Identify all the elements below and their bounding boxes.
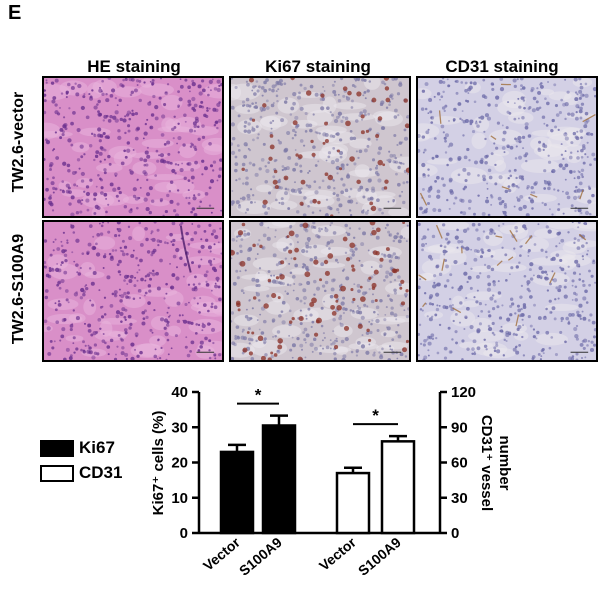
column-title-cd31: CD31 staining: [445, 57, 559, 76]
legend-swatch-ki67: [40, 440, 74, 458]
left-axis-label: Ki67⁺ cells (%): [150, 411, 167, 516]
x-tick-label: S100A9: [355, 534, 404, 579]
right-axis-label-line2: number: [496, 435, 513, 490]
micrograph-cd31-vector: [416, 76, 598, 218]
right-axis-tick-label: 60: [451, 455, 468, 472]
error-bar: [270, 414, 288, 426]
row-label-s100a9: TW2.6-S100A9: [10, 233, 27, 345]
error-bar: [389, 434, 407, 442]
legend-label-cd31: CD31: [79, 463, 123, 482]
significance-star: *: [255, 386, 262, 405]
column-title-he: HE staining: [87, 57, 181, 76]
legend-swatch-cd31: [40, 465, 74, 483]
column-title-ki67: Ki67 staining: [265, 57, 371, 76]
micrograph-cd31-s100a9: [416, 220, 598, 362]
row-label-vector: TW2.6-vector: [10, 91, 27, 193]
right-axis-tick-label: 90: [451, 419, 468, 436]
micrograph-he-s100a9: [42, 220, 224, 362]
right-axis-tick-label: 30: [451, 490, 468, 507]
micrograph-he-vector: [42, 76, 224, 218]
left-axis-tick-label: 0: [180, 525, 188, 542]
left-axis-tick-label: 20: [171, 455, 188, 472]
right-axis-tick-label: 120: [451, 384, 476, 401]
right-axis-tick-label: 0: [451, 525, 459, 542]
x-tick-label: Vector: [316, 534, 359, 574]
panel-letter: E: [8, 2, 22, 24]
micrograph-ki67-vector: [229, 76, 411, 218]
left-axis-tick-label: 30: [171, 419, 188, 436]
left-axis-tick-label: 40: [171, 384, 188, 401]
bar-cd31-vector: [335, 471, 371, 535]
legend-label-ki67: Ki67: [79, 438, 115, 457]
right-axis-label-line1: CD31⁺ vessel: [478, 415, 495, 511]
x-tick-label: S100A9: [236, 534, 285, 579]
significance-star: *: [372, 406, 379, 425]
left-axis-tick-label: 10: [171, 490, 188, 507]
bar-ki67-vector: [219, 450, 255, 535]
bar-ki67-s100a9: [261, 424, 297, 535]
error-bar: [344, 466, 362, 474]
legend-cd31: CD31: [40, 462, 122, 484]
legend-ki67: Ki67: [40, 437, 115, 459]
error-bar: [228, 443, 246, 452]
bar-cd31-s100a9: [380, 440, 416, 535]
micrograph-ki67-s100a9: [229, 220, 411, 362]
